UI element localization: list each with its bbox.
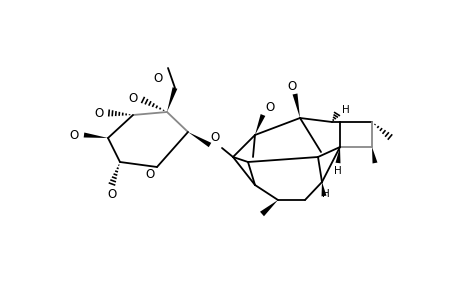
- Polygon shape: [335, 147, 340, 163]
- Text: H: H: [321, 189, 329, 199]
- Polygon shape: [254, 114, 265, 135]
- Text: O: O: [107, 188, 117, 200]
- Polygon shape: [321, 182, 326, 196]
- Polygon shape: [84, 133, 108, 138]
- Text: O: O: [210, 130, 219, 143]
- Text: H: H: [333, 166, 341, 176]
- Text: O: O: [128, 92, 137, 104]
- Polygon shape: [371, 147, 377, 164]
- Text: O: O: [287, 80, 296, 92]
- Polygon shape: [292, 94, 299, 118]
- Text: O: O: [94, 106, 103, 119]
- Text: O: O: [153, 71, 162, 85]
- Text: O: O: [265, 100, 274, 113]
- Text: H: H: [341, 105, 349, 115]
- Text: O: O: [69, 128, 78, 142]
- Text: O: O: [145, 169, 154, 182]
- Polygon shape: [259, 200, 277, 216]
- Polygon shape: [188, 132, 211, 147]
- Polygon shape: [167, 87, 177, 112]
